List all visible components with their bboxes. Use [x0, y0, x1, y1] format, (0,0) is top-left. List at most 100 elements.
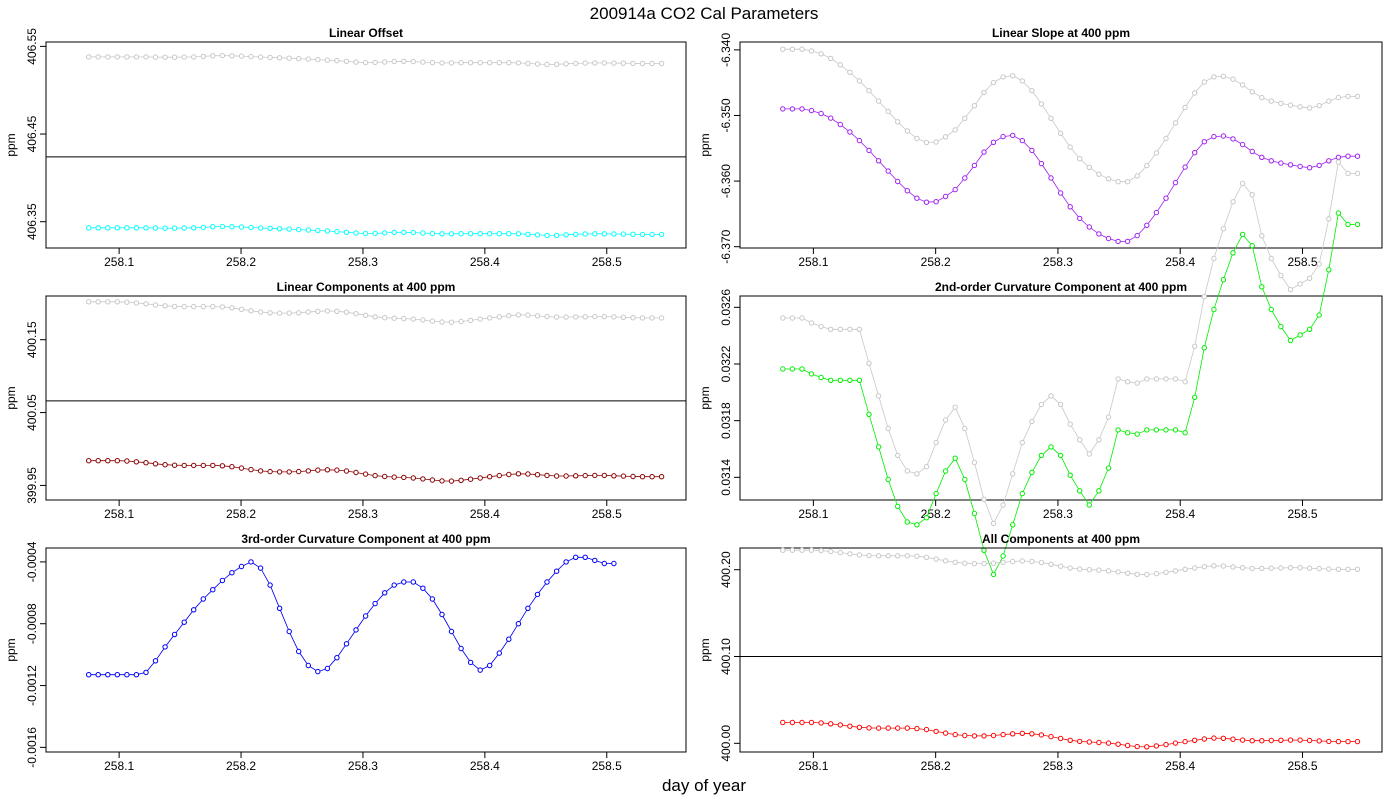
data-point — [286, 310, 292, 316]
data-point — [895, 119, 901, 125]
data-point — [981, 149, 987, 155]
data-point — [1067, 472, 1073, 478]
data-point — [1086, 451, 1093, 457]
data-point — [248, 53, 254, 60]
plot-frame — [739, 295, 1383, 501]
data-point — [191, 607, 197, 613]
data-point — [534, 472, 541, 478]
data-point — [1010, 522, 1016, 528]
data-point — [1192, 737, 1198, 743]
data-point — [124, 225, 130, 231]
data-point — [334, 308, 340, 314]
data-point — [114, 225, 121, 231]
data-point — [305, 56, 311, 62]
x-tick-label: 258.1 — [798, 255, 828, 269]
data-point — [875, 444, 882, 450]
data-point — [162, 644, 168, 650]
data-point — [1172, 427, 1179, 433]
data-point — [248, 224, 254, 231]
series-linear — [86, 458, 665, 484]
data-point — [828, 115, 834, 121]
data-point — [506, 313, 512, 319]
data-point — [124, 54, 130, 60]
data-point — [534, 591, 541, 598]
data-point — [401, 58, 407, 64]
x-tick-label: 258.4 — [470, 255, 500, 269]
data-point — [210, 303, 216, 310]
y-tick-label: 0.0326 — [719, 289, 733, 326]
data-point — [981, 496, 987, 502]
data-point — [1354, 221, 1361, 228]
data-point — [914, 522, 920, 528]
data-point — [990, 571, 997, 578]
chart-panel-5: 3rd-order Curvature Component at 400 ppm… — [4, 532, 687, 773]
data-point — [1192, 90, 1198, 96]
data-point — [1306, 165, 1313, 171]
data-point — [1172, 568, 1179, 574]
data-point — [620, 473, 627, 479]
data-point — [658, 60, 665, 67]
data-point — [895, 503, 901, 510]
data-point — [990, 560, 997, 566]
data-point — [837, 549, 843, 556]
data-point — [133, 300, 140, 306]
data-point — [200, 462, 207, 469]
data-point — [649, 60, 655, 67]
data-point — [592, 60, 598, 66]
data-point — [923, 464, 930, 470]
data-point — [191, 462, 197, 469]
data-point — [248, 559, 254, 565]
data-point — [620, 314, 627, 320]
data-point — [372, 230, 378, 237]
x-tick-label: 258.5 — [1287, 759, 1317, 773]
data-point — [856, 552, 863, 558]
data-point — [334, 655, 340, 661]
data-point — [1163, 569, 1169, 575]
data-point — [923, 554, 930, 560]
data-point — [1134, 232, 1140, 239]
data-point — [1287, 737, 1294, 743]
data-point — [981, 547, 987, 553]
data-point — [362, 613, 369, 619]
data-point — [105, 225, 111, 231]
data-point — [789, 46, 796, 52]
data-point — [1211, 735, 1217, 741]
data-point — [219, 304, 226, 310]
data-point — [334, 228, 340, 235]
data-point — [962, 732, 968, 739]
data-point — [962, 425, 968, 432]
data-point — [1287, 286, 1294, 293]
data-point — [1192, 343, 1198, 349]
data-point — [143, 460, 149, 466]
data-point — [808, 719, 815, 726]
data-point — [324, 665, 331, 672]
data-point — [1134, 571, 1140, 577]
data-point — [467, 476, 474, 482]
data-point — [1019, 558, 1025, 564]
data-point — [866, 552, 872, 559]
data-point — [1326, 566, 1332, 572]
data-point — [1335, 94, 1342, 101]
data-point — [133, 54, 140, 60]
data-point — [515, 231, 522, 237]
data-point — [1287, 102, 1294, 108]
data-point — [257, 565, 264, 571]
data-point — [563, 473, 569, 479]
series-reference — [86, 554, 617, 678]
data-point — [1192, 394, 1198, 400]
data-point — [1124, 430, 1131, 436]
data-point — [353, 230, 359, 236]
data-point — [401, 315, 407, 322]
data-point — [611, 231, 617, 237]
data-point — [1134, 431, 1140, 437]
y-tick-label: 400.15 — [25, 321, 39, 358]
data-point — [789, 719, 796, 726]
data-point — [238, 465, 245, 471]
x-tick-label: 258.3 — [348, 507, 378, 521]
data-point — [1268, 737, 1275, 744]
data-point — [1105, 414, 1112, 420]
data-point — [448, 60, 455, 66]
data-point — [1134, 743, 1140, 750]
data-point — [828, 377, 834, 383]
data-point — [1354, 153, 1361, 159]
